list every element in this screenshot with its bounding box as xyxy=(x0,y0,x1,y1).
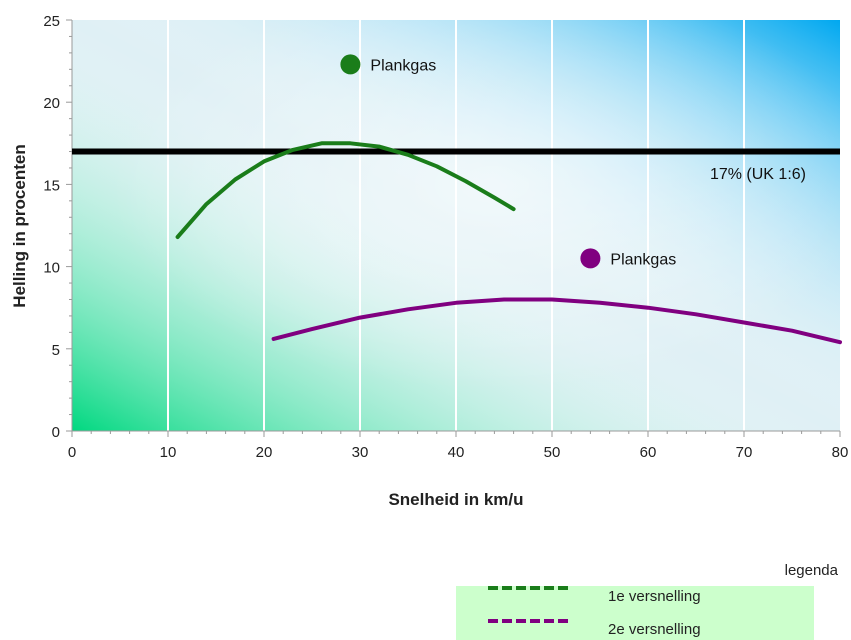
x-axis-label: Snelheid in km/u xyxy=(388,490,523,509)
x-tick-label-80: 80 xyxy=(832,444,849,461)
y-tick-label-15: 15 xyxy=(43,177,60,194)
axes: 0 5 10 15 20 25 0 10 20 30 40 50 60 70 80 xyxy=(43,13,848,461)
plankgas-marker-2 xyxy=(580,248,601,269)
y-tick-label-25: 25 xyxy=(43,13,60,30)
legend-entry-1e-versnelling: 1e versnelling xyxy=(608,588,701,605)
plankgas-label-2: Plankgas xyxy=(610,251,676,268)
y-tick-label-10: 10 xyxy=(43,260,60,277)
x-tick-label-0: 0 xyxy=(68,444,76,461)
gridlines xyxy=(167,20,745,431)
reference-line-label: 17% (UK 1:6) xyxy=(710,166,806,183)
x-tick-label-40: 40 xyxy=(448,444,465,461)
legend-title: legenda xyxy=(785,562,839,579)
y-tick-label-20: 20 xyxy=(43,95,60,112)
reference-line-group: 17% (UK 1:6) xyxy=(72,148,840,183)
plankgas-marker-1 xyxy=(340,54,361,75)
series-line-1 xyxy=(175,141,516,239)
x-tick-label-50: 50 xyxy=(544,444,561,461)
marker-group: Plankgas Plankgas xyxy=(340,54,676,269)
x-tick-label-30: 30 xyxy=(352,444,369,461)
series-line-2 xyxy=(271,297,842,345)
x-tick-label-10: 10 xyxy=(160,444,177,461)
series-group xyxy=(175,141,842,345)
x-tick-label-60: 60 xyxy=(640,444,657,461)
legend: legenda 1e versnelling 2e versnelling xyxy=(456,562,839,640)
y-tick-label-0: 0 xyxy=(52,424,60,441)
x-tick-label-70: 70 xyxy=(736,444,753,461)
y-tick-label-5: 5 xyxy=(52,342,60,359)
legend-entry-2e-versnelling: 2e versnelling xyxy=(608,621,701,638)
plankgas-label-1: Plankgas xyxy=(370,57,436,74)
x-tick-label-20: 20 xyxy=(256,444,273,461)
y-axis-label: Helling in procenten xyxy=(10,144,29,307)
legend-box xyxy=(456,586,814,640)
